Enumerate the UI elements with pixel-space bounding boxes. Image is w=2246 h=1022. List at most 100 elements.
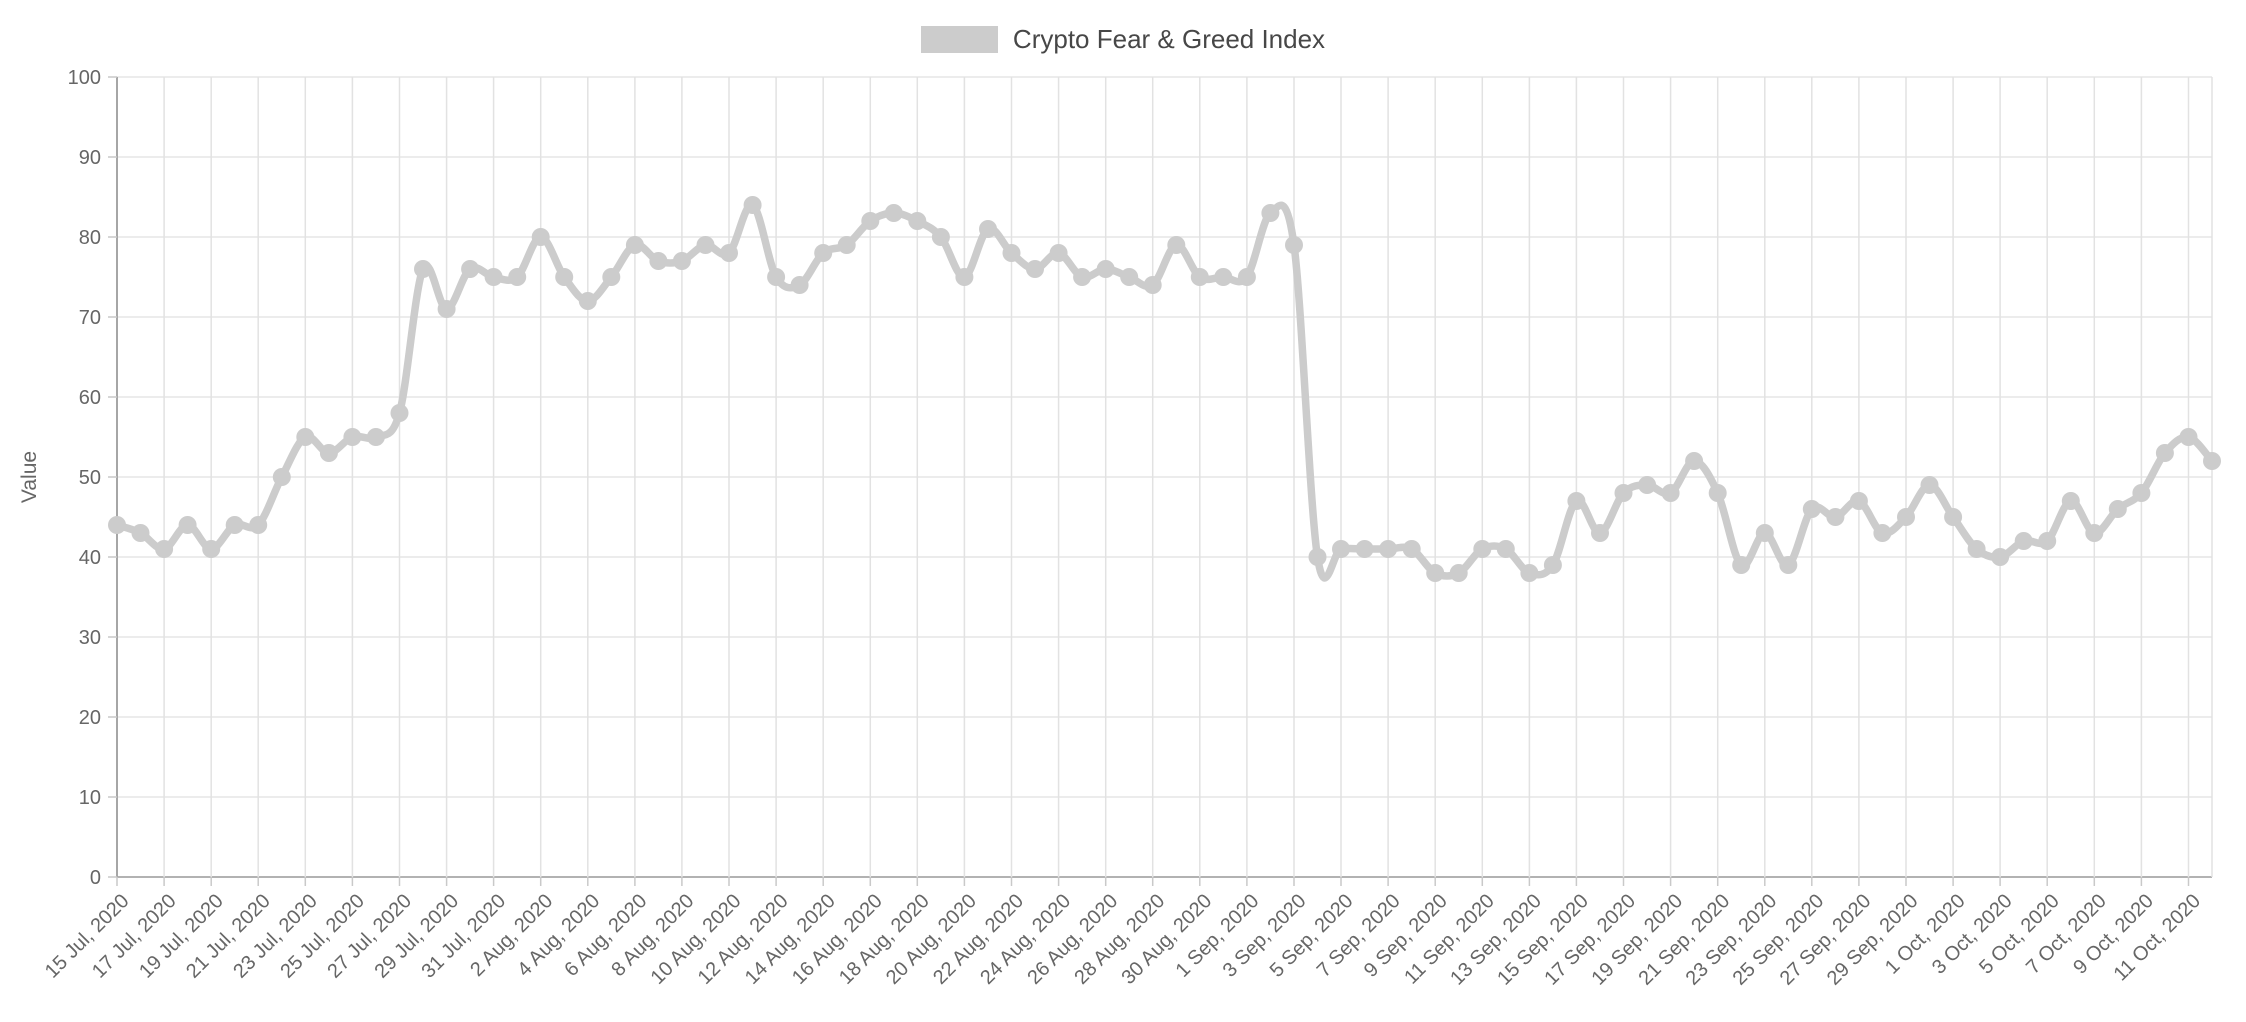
data-point[interactable] — [1920, 476, 1939, 494]
data-point[interactable] — [1685, 452, 1704, 470]
data-point[interactable] — [955, 268, 974, 286]
data-point[interactable] — [2108, 500, 2127, 518]
data-point[interactable] — [1402, 540, 1421, 558]
data-point[interactable] — [1967, 540, 1986, 558]
data-point[interactable] — [1473, 540, 1492, 558]
data-point[interactable] — [625, 236, 644, 254]
data-point[interactable] — [2203, 452, 2221, 470]
data-point[interactable] — [1026, 260, 1044, 278]
legend-label: Crypto Fear & Greed Index — [1012, 24, 1326, 54]
data-point[interactable] — [861, 212, 880, 230]
data-point[interactable] — [155, 540, 174, 558]
data-point[interactable] — [1591, 524, 1609, 542]
data-point[interactable] — [908, 212, 927, 230]
data-point[interactable] — [1355, 540, 1374, 558]
data-point[interactable] — [2061, 492, 2080, 510]
data-point[interactable] — [2014, 532, 2033, 550]
data-point[interactable] — [696, 236, 715, 254]
data-point[interactable] — [1002, 244, 1021, 262]
data-point[interactable] — [484, 268, 503, 286]
data-point[interactable] — [343, 428, 362, 446]
data-point[interactable] — [1049, 244, 1068, 262]
data-point[interactable] — [649, 252, 668, 270]
data-point[interactable] — [1567, 492, 1586, 510]
data-point[interactable] — [131, 524, 150, 542]
data-point[interactable] — [1285, 236, 1303, 254]
data-point[interactable] — [1897, 508, 1915, 526]
data-point[interactable] — [1520, 564, 1539, 582]
data-point[interactable] — [202, 540, 221, 558]
data-point[interactable] — [1449, 564, 1468, 582]
data-point[interactable] — [108, 516, 126, 534]
y-axis-tick-label: 40 — [79, 547, 101, 569]
data-point[interactable] — [414, 260, 432, 278]
data-point[interactable] — [2038, 532, 2057, 550]
series-line[interactable] — [113, 201, 2216, 582]
series-markers[interactable] — [108, 196, 2221, 582]
data-point[interactable] — [390, 404, 409, 422]
data-point[interactable] — [1379, 540, 1398, 558]
data-point[interactable] — [1873, 524, 1892, 542]
data-point[interactable] — [508, 268, 527, 286]
data-point[interactable] — [602, 268, 621, 286]
data-point[interactable] — [225, 516, 244, 534]
data-point[interactable] — [1167, 236, 1186, 254]
data-point[interactable] — [1237, 268, 1256, 286]
data-point[interactable] — [296, 428, 315, 446]
data-point[interactable] — [1638, 476, 1657, 494]
data-point[interactable] — [1496, 540, 1515, 558]
data-point[interactable] — [249, 516, 268, 534]
data-point[interactable] — [1614, 484, 1633, 502]
y-axis-tick-label: 50 — [79, 467, 101, 489]
data-point[interactable] — [1426, 564, 1445, 582]
data-point[interactable] — [1308, 548, 1327, 566]
data-point[interactable] — [319, 444, 338, 462]
y-axis-labels: 0 10 20 30 40 50 60 70 80 90 100 — [68, 67, 101, 889]
data-point[interactable] — [1991, 548, 2010, 566]
data-point[interactable] — [1120, 268, 1139, 286]
data-point[interactable] — [767, 268, 786, 286]
data-point[interactable] — [2132, 484, 2151, 502]
data-point[interactable] — [1214, 268, 1233, 286]
data-point[interactable] — [2179, 428, 2198, 446]
data-point[interactable] — [931, 228, 950, 246]
data-point[interactable] — [1944, 508, 1963, 526]
data-point[interactable] — [578, 292, 597, 310]
data-point[interactable] — [531, 228, 550, 246]
data-point[interactable] — [461, 260, 480, 278]
data-point[interactable] — [1261, 204, 1280, 222]
legend-swatch — [920, 26, 998, 53]
y-axis-tick-label: 100 — [68, 67, 101, 89]
data-point[interactable] — [1755, 524, 1774, 542]
data-point[interactable] — [1779, 556, 1798, 574]
data-point[interactable] — [1732, 556, 1751, 574]
data-point[interactable] — [1802, 500, 1821, 518]
data-point[interactable] — [837, 236, 856, 254]
data-point[interactable] — [743, 196, 762, 214]
data-point[interactable] — [1849, 492, 1868, 510]
x-gridlines — [116, 77, 2213, 877]
data-point[interactable] — [979, 220, 997, 238]
data-point[interactable] — [1073, 268, 1092, 286]
data-point[interactable] — [1190, 268, 1209, 286]
data-point[interactable] — [790, 276, 809, 294]
data-point[interactable] — [814, 244, 833, 262]
legend-item-fear-greed[interactable]: Crypto Fear & Greed Index — [920, 24, 1326, 55]
data-point[interactable] — [1826, 508, 1845, 526]
data-point[interactable] — [437, 300, 456, 318]
data-point[interactable] — [720, 244, 738, 262]
data-point[interactable] — [1661, 484, 1680, 502]
data-point[interactable] — [555, 268, 574, 286]
data-point[interactable] — [1096, 260, 1115, 278]
data-point[interactable] — [2085, 524, 2104, 542]
data-point[interactable] — [672, 252, 691, 270]
data-point[interactable] — [1708, 484, 1727, 502]
data-point[interactable] — [2155, 444, 2174, 462]
data-point[interactable] — [1332, 540, 1350, 558]
data-point[interactable] — [178, 516, 197, 534]
data-point[interactable] — [366, 428, 385, 446]
data-point[interactable] — [1143, 276, 1162, 294]
data-point[interactable] — [272, 468, 291, 486]
data-point[interactable] — [884, 204, 903, 222]
data-point[interactable] — [1543, 556, 1562, 574]
